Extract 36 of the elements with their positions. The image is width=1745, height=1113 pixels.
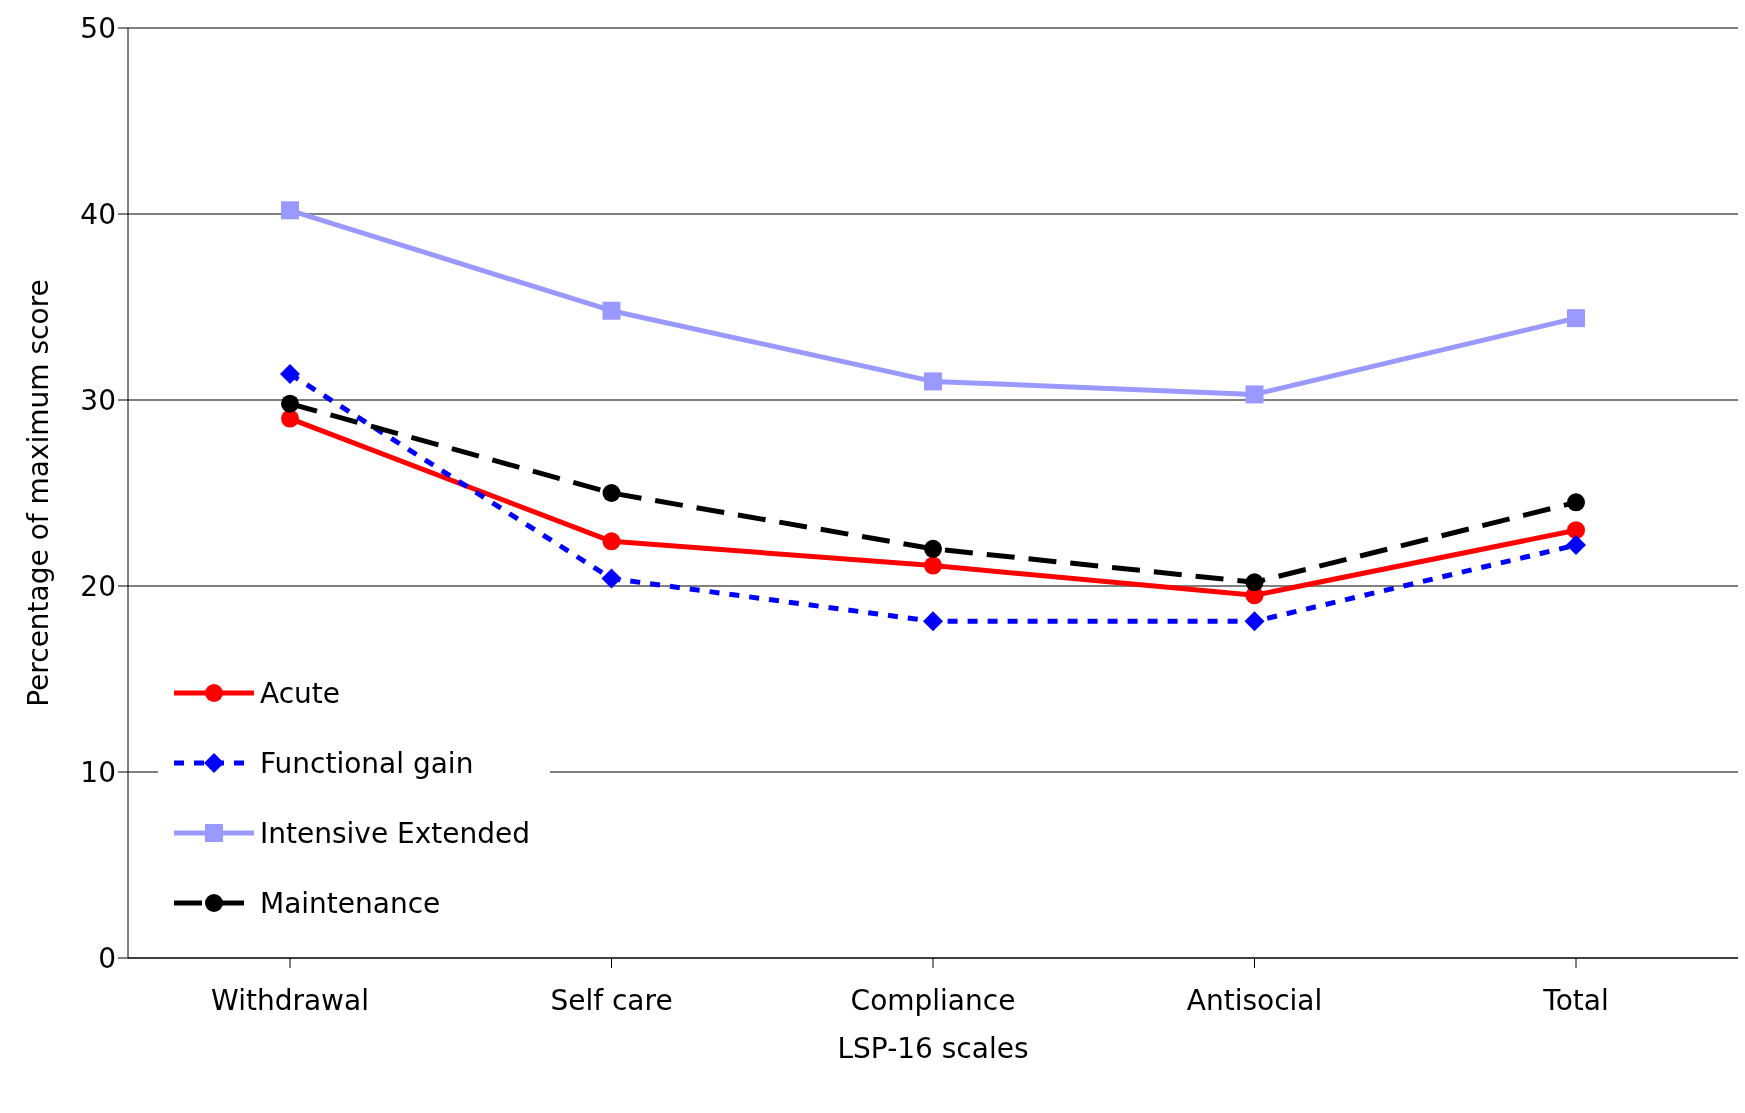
- y-tick-label: 20: [80, 569, 116, 603]
- point: [1567, 493, 1585, 512]
- point: [924, 556, 942, 575]
- point: [602, 301, 621, 320]
- point: [281, 394, 299, 413]
- x-tick-label: Compliance: [850, 983, 1016, 1017]
- point: [280, 363, 300, 384]
- y-tick-label: 40: [80, 197, 116, 231]
- y-tick-label: 10: [80, 755, 116, 789]
- x-tick-label: Total: [1542, 983, 1609, 1017]
- point: [923, 611, 943, 632]
- x-axis-title: LSP-16 scales: [837, 1032, 1029, 1065]
- y-axis-title: Percentage of maximum score: [21, 279, 55, 707]
- point: [1567, 521, 1585, 540]
- legend-label: Maintenance: [260, 886, 441, 920]
- point: [601, 568, 622, 589]
- point: [1566, 535, 1586, 556]
- point: [924, 539, 942, 558]
- point: [1245, 385, 1264, 404]
- point: [1245, 573, 1264, 592]
- point: [281, 201, 299, 220]
- legend-label: Acute: [260, 676, 341, 710]
- x-tick-label: Withdrawal: [211, 983, 369, 1017]
- y-tick-label: 0: [98, 941, 116, 975]
- point: [1567, 309, 1585, 328]
- x-tick-label: Antisocial: [1186, 983, 1323, 1017]
- point: [602, 532, 621, 551]
- point: [281, 409, 299, 428]
- point: [1244, 611, 1265, 632]
- x-tick-label: Self care: [550, 983, 673, 1017]
- point: [924, 372, 942, 391]
- point: [602, 484, 621, 502]
- legend-label: Functional gain: [260, 746, 474, 780]
- y-tick-label: 30: [80, 383, 116, 417]
- legend-label: Intensive Extended: [260, 816, 531, 850]
- y-tick-label: 50: [80, 11, 116, 45]
